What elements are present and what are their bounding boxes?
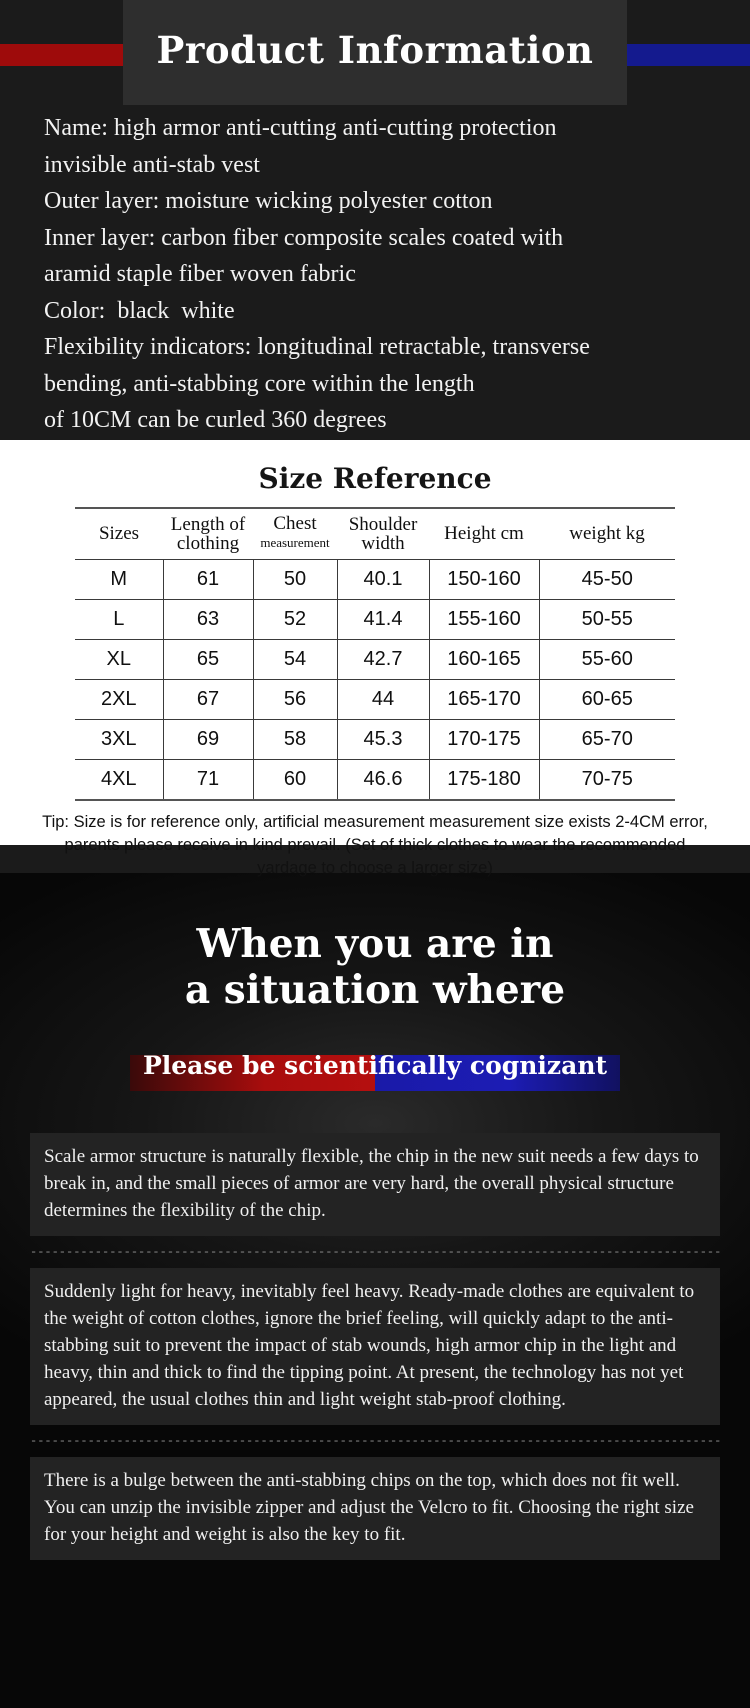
- situation-note: There is a bulge between the anti-stabbi…: [30, 1457, 720, 1560]
- size-tip-text: Tip: Size is for reference only, artific…: [42, 813, 708, 877]
- product-information-body: Name: high armor anti-cutting anti-cutti…: [0, 96, 750, 439]
- table-row: XL 65 54 42.7 160-165 55-60: [75, 639, 675, 680]
- size-reference-section: Size Reference Sizes Length of clothing …: [0, 440, 750, 877]
- size-cell-shoulder: 40.1: [336, 559, 430, 600]
- table-row: 3XL 69 58 45.3 170-175 65-70: [75, 719, 675, 760]
- situation-note: Scale armor structure is naturally flexi…: [30, 1133, 720, 1236]
- column-header-shoulder-width: Shoulder width: [337, 507, 429, 560]
- size-cell-height: 165-170: [428, 679, 540, 720]
- size-cell-weight: 65-70: [538, 719, 675, 760]
- size-table-header-row: Sizes Length of clothing Chest measureme…: [75, 507, 675, 560]
- size-cell-height: 170-175: [428, 719, 540, 760]
- size-cell-shoulder: 42.7: [336, 639, 430, 680]
- size-cell-weight: 60-65: [538, 679, 675, 720]
- size-cell-chest: 52: [252, 599, 338, 640]
- size-cell-length: 69: [162, 719, 254, 760]
- size-cell-chest: 54: [252, 639, 338, 680]
- size-table-body: M 61 50 40.1 150-160 45-50 L 63 52 41.4 155-160 50-…: [75, 559, 675, 801]
- size-table: Sizes Length of clothing Chest measureme…: [75, 507, 675, 801]
- table-row: 2XL 67 56 44 165-170 60-65: [75, 679, 675, 720]
- column-header-chest-measurement: Chest measurement: [253, 507, 337, 560]
- product-information-title-bar: Product Information: [0, 0, 750, 105]
- size-cell-chest: 58: [252, 719, 338, 760]
- size-cell-length: 65: [162, 639, 254, 680]
- size-cell-shoulder: 44: [336, 679, 430, 720]
- table-row: L 63 52 41.4 155-160 50-55: [75, 599, 675, 640]
- situation-section: When you are in a situation where Please…: [0, 873, 750, 1708]
- size-cell-height: 175-180: [428, 759, 540, 801]
- size-cell-size: L: [75, 599, 164, 640]
- situation-heading-line1: When you are in: [196, 921, 554, 967]
- size-cell-weight: 50-55: [538, 599, 675, 640]
- size-cell-weight: 70-75: [538, 759, 675, 801]
- table-row: 4XL 71 60 46.6 175-180 70-75: [75, 759, 675, 801]
- situation-heading: When you are in a situation where: [0, 893, 750, 1013]
- size-cell-height: 160-165: [428, 639, 540, 680]
- size-cell-length: 67: [162, 679, 254, 720]
- size-cell-chest: 50: [252, 559, 338, 600]
- size-reference-title: Size Reference: [258, 462, 492, 495]
- size-cell-chest: 60: [252, 759, 338, 801]
- size-cell-size: 2XL: [75, 679, 164, 720]
- size-cell-shoulder: 46.6: [336, 759, 430, 801]
- size-cell-length: 71: [162, 759, 254, 801]
- size-cell-length: 61: [162, 559, 254, 600]
- size-cell-chest: 56: [252, 679, 338, 720]
- size-cell-size: 3XL: [75, 719, 164, 760]
- column-header-sizes: Sizes: [75, 507, 163, 560]
- title-plate: Product Information: [122, 0, 628, 105]
- page-title: Product Information: [156, 27, 594, 72]
- banner-text: Please be scientifically cognizant: [142, 1051, 608, 1080]
- cognizant-banner: Please be scientifically cognizant: [130, 1047, 620, 1091]
- column-header-length-of-clothing: Length of clothing: [163, 507, 253, 560]
- section-gap-strip: [0, 845, 750, 873]
- product-spec-text: Name: high armor anti-cutting anti-cutti…: [44, 115, 590, 433]
- size-cell-size: XL: [75, 639, 164, 680]
- situation-note-list: Scale armor structure is naturally flexi…: [0, 1091, 750, 1560]
- size-cell-weight: 55-60: [538, 639, 675, 680]
- size-cell-length: 63: [162, 599, 254, 640]
- column-header-height: Height cm: [429, 507, 539, 560]
- situation-note: Suddenly light for heavy, inevitably fee…: [30, 1268, 720, 1425]
- size-cell-shoulder: 45.3: [336, 719, 430, 760]
- column-header-weight: weight kg: [539, 507, 675, 560]
- situation-heading-line2: a situation where: [184, 967, 566, 1013]
- note-divider: ----------------------------------------…: [30, 1245, 720, 1259]
- size-cell-height: 150-160: [428, 559, 540, 600]
- note-divider: ----------------------------------------…: [30, 1434, 720, 1448]
- size-table-head: Sizes Length of clothing Chest measureme…: [75, 507, 675, 560]
- size-cell-weight: 45-50: [538, 559, 675, 600]
- size-cell-shoulder: 41.4: [336, 599, 430, 640]
- size-cell-size: M: [75, 559, 164, 600]
- size-cell-height: 155-160: [428, 599, 540, 640]
- banner-red-half: [130, 1055, 375, 1091]
- size-cell-size: 4XL: [75, 759, 164, 801]
- table-row: M 61 50 40.1 150-160 45-50: [75, 559, 675, 600]
- product-information-section: Product Information Name: high armor ant…: [0, 0, 750, 440]
- banner-blue-half: [375, 1055, 620, 1091]
